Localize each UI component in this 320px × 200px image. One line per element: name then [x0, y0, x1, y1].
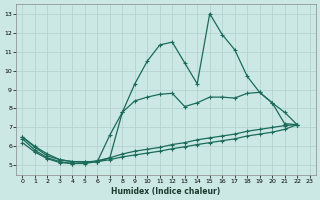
- X-axis label: Humidex (Indice chaleur): Humidex (Indice chaleur): [111, 187, 221, 196]
